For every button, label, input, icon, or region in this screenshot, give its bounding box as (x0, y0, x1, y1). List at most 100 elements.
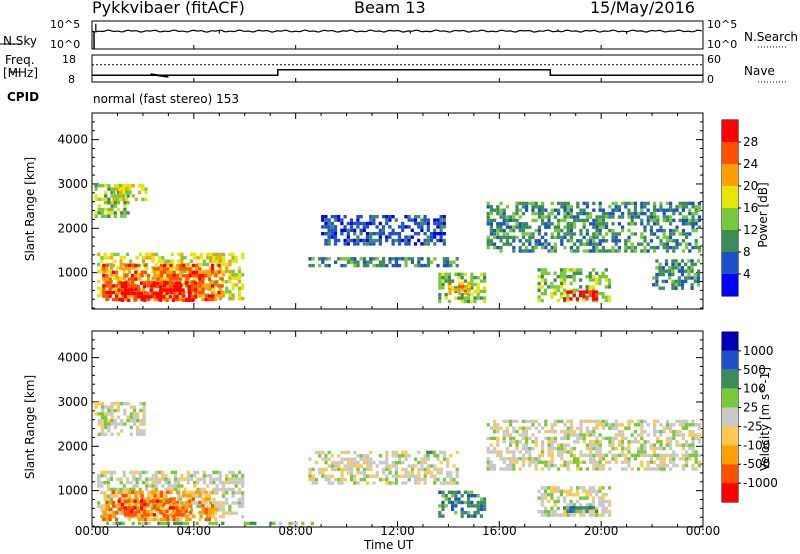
power-echo-cell (417, 225, 421, 229)
power-echo-cell (107, 201, 111, 205)
velocity-echo-cell (199, 514, 203, 519)
velocity-echo-cell (108, 507, 112, 511)
power-echo-cell (489, 225, 493, 229)
power-echo-cell (185, 277, 189, 281)
power-echo-cell (385, 263, 389, 268)
power-echo-cell (199, 252, 203, 257)
power-echo-cell (97, 293, 101, 297)
velocity-echo-cell (212, 480, 216, 485)
power-echo-cell (585, 211, 589, 216)
velocity-echo-cell (201, 507, 205, 511)
power-echo-cell (560, 235, 564, 240)
power-echo-cell (643, 245, 647, 250)
power-echo-cell (382, 257, 386, 261)
power-echo-cell (211, 291, 215, 295)
velocity-echo-cell (697, 423, 701, 427)
power-echo-cell (617, 249, 621, 253)
power-echo-cell (127, 284, 131, 289)
velocity-echo-cell (115, 517, 119, 522)
velocity-echo-cell (656, 453, 660, 458)
velocity-echo-cell (106, 487, 110, 492)
velocity-echo-cell (330, 474, 334, 478)
velocity-echo-cell (585, 503, 589, 507)
power-echo-cell (97, 269, 101, 274)
velocity-echo-cell (340, 450, 344, 455)
power-echo-cell (572, 268, 576, 272)
velocity-echo-cell (109, 487, 114, 492)
velocity-echo-cell (659, 429, 663, 434)
n-search-tick-top: 10^5 (707, 18, 738, 31)
velocity-echo-cell (228, 504, 232, 509)
power-echo-cell (369, 260, 373, 264)
velocity-echo-cell (669, 436, 673, 441)
power-echo-cell (671, 262, 675, 267)
velocity-echo-cell (102, 504, 106, 508)
velocity-echo-cell (188, 497, 192, 501)
power-echo-cell (228, 293, 232, 297)
velocity-echo-cell (640, 450, 644, 454)
velocity-echo-cell (433, 477, 437, 482)
velocity-echo-cell (446, 481, 450, 485)
power-echo-cell (426, 257, 430, 261)
power-echo-cell (324, 263, 328, 268)
power-echo-cell (544, 232, 548, 236)
velocity-echo-cell (633, 457, 637, 461)
power-echo-cell (640, 249, 644, 253)
power-echo-cell (116, 190, 121, 195)
power-echo-cell (493, 232, 497, 236)
power-echo-cell (493, 228, 497, 233)
power-echo-cell (521, 249, 525, 253)
velocity-echo-cell (139, 506, 144, 510)
velocity-echo-cell (525, 429, 529, 434)
power-echo-cell (442, 257, 446, 261)
velocity-echo-cell (653, 446, 657, 451)
power-echo-cell (534, 245, 538, 250)
velocity-echo-cell (164, 477, 168, 481)
power-echo-cell (541, 208, 545, 212)
power-echo-cell (159, 274, 163, 278)
velocity-colorbar-segment (722, 369, 738, 389)
velocity-echo-cell (509, 467, 513, 471)
power-echo-cell (505, 242, 509, 246)
power-echo-cell (141, 187, 145, 191)
power-echo-cell (135, 256, 139, 260)
velocity-echo-cell (321, 450, 325, 455)
power-echo-cell (572, 293, 576, 298)
power-echo-cell (685, 245, 689, 250)
power-echo-cell (112, 197, 116, 201)
velocity-echo-cell (559, 489, 564, 493)
power-echo-cell (591, 288, 596, 292)
power-echo-cell (674, 283, 678, 287)
velocity-echo-cell (237, 497, 242, 502)
power-echo-cell (582, 225, 586, 229)
power-echo-cell (589, 235, 593, 240)
power-echo-cell (442, 263, 446, 268)
power-echo-cell (457, 296, 461, 300)
velocity-echo-cell (231, 501, 235, 505)
velocity-echo-cell (589, 429, 593, 434)
power-echo-cell (598, 201, 602, 206)
power-echo-cell (196, 283, 200, 287)
power-echo-cell (557, 211, 561, 216)
velocity-echo-cell (569, 493, 573, 497)
velocity-echo-cell (327, 481, 331, 485)
velocity-echo-cell (110, 408, 114, 413)
power-echo-cell (458, 284, 462, 289)
velocity-echo-cell (669, 460, 673, 464)
nave-tick-bottom: 0 (707, 73, 714, 86)
velocity-echo-cell (221, 508, 226, 512)
velocity-echo-cell (611, 423, 615, 427)
power-echo-cell (196, 286, 200, 291)
power-echo-cell (139, 295, 144, 299)
velocity-echo-cell (585, 433, 589, 437)
power-echo-cell (112, 187, 116, 191)
power-echo-cell (541, 222, 545, 226)
power-echo-cell (207, 294, 211, 298)
velocity-echo-cell (486, 446, 490, 451)
velocity-echo-cell (123, 422, 127, 426)
power-echo-cell (499, 215, 503, 219)
velocity-echo-cell (132, 474, 136, 478)
power-echo-cell (588, 271, 592, 275)
velocity-echo-cell (540, 486, 544, 490)
velocity-echo-cell (100, 514, 104, 519)
